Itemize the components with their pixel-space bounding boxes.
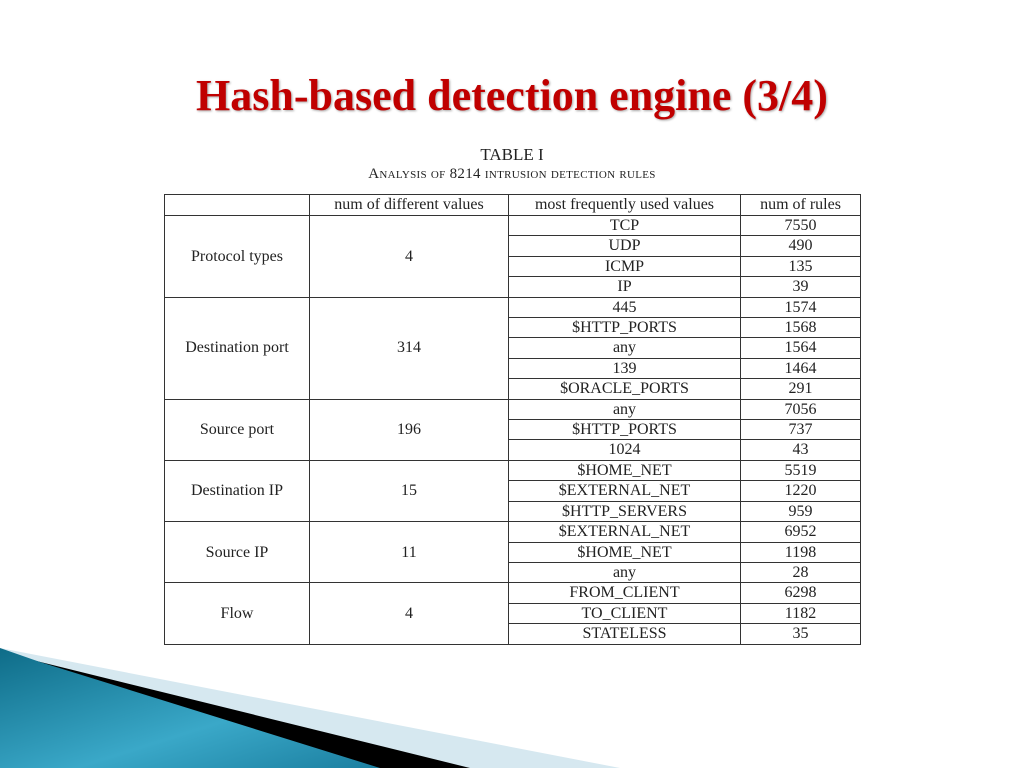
rule-count-cell: 1198: [740, 541, 861, 563]
table-row: Protocol types 4 TCP 7550: [164, 214, 861, 298]
value-cell: any: [508, 337, 741, 359]
rule-count-cell: 1464: [740, 357, 861, 380]
distinct-count-cell: 196: [309, 398, 509, 461]
rule-count-cell: 1568: [740, 317, 861, 339]
value-cell: $EXTERNAL_NET: [508, 480, 741, 502]
field-name-cell: Destination port: [164, 296, 310, 400]
value-cell: any: [508, 561, 741, 584]
value-cell: 445: [508, 296, 741, 319]
distinct-count-cell: 4: [309, 582, 509, 645]
value-cell: FROM_CLIENT: [508, 582, 741, 604]
field-name-cell: Flow: [164, 582, 310, 645]
value-cell: any: [508, 398, 741, 421]
table-row: $HTTP_PORTS 1568: [165, 317, 861, 339]
rules-analysis-table: num of different values most frequently …: [164, 194, 861, 645]
table-caption-title: Analysis of 8214 intrusion detection rul…: [368, 166, 656, 182]
rule-count-cell: 737: [740, 419, 861, 441]
value-cell: 139: [508, 357, 741, 380]
rule-count-cell: 1564: [740, 337, 861, 359]
value-cell: TO_CLIENT: [508, 602, 741, 625]
rule-count-cell: 5519: [740, 459, 861, 482]
value-cell: $EXTERNAL_NET: [508, 521, 741, 543]
value-cell: IP: [508, 276, 741, 298]
table-row: Destination IP 15 $HOME_NET 5519: [164, 459, 861, 523]
value-cell: $ORACLE_PORTS: [508, 378, 741, 400]
value-cell: $HTTP_PORTS: [508, 419, 741, 441]
table-row: $HOME_NET 1198: [165, 541, 861, 563]
value-cell: $HOME_NET: [508, 541, 741, 563]
table-row: ICMP 135: [165, 255, 861, 278]
field-name-cell: Source port: [164, 398, 310, 461]
distinct-count-cell: 15: [309, 459, 509, 523]
table-row: STATELESS 35: [165, 623, 861, 645]
field-name-cell: Protocol types: [164, 215, 310, 298]
field-name-cell: Destination IP: [164, 459, 310, 523]
rule-count-cell: 6952: [740, 521, 861, 543]
rule-count-cell: 959: [740, 500, 861, 523]
distinct-count-cell: 11: [309, 521, 509, 584]
rule-count-cell: 6298: [740, 582, 861, 604]
value-cell: 1024: [508, 439, 741, 461]
deco-blue-band: [0, 648, 380, 768]
table-row: $HTTP_PORTS 737: [165, 419, 861, 441]
header-cell: num of rules: [740, 194, 861, 216]
rule-count-cell: 490: [740, 235, 861, 257]
value-cell: $HTTP_PORTS: [508, 317, 741, 339]
table-row: any 1564: [165, 337, 861, 359]
table-caption-number: TABLE I: [480, 145, 544, 164]
table-header-row: num of different values most frequently …: [164, 194, 861, 216]
rule-count-cell: 1220: [740, 480, 861, 502]
table-row: 1024 43: [165, 439, 861, 461]
value-cell: TCP: [508, 214, 741, 237]
rule-count-cell: 291: [740, 378, 861, 400]
value-cell: UDP: [508, 235, 741, 257]
rule-count-cell: 28: [740, 561, 861, 584]
rule-count-cell: 39: [740, 276, 861, 298]
table-row: $HTTP_SERVERS 959: [165, 500, 861, 523]
table-row: UDP 490: [165, 235, 861, 257]
table-row: Destination port 314 445 1574: [164, 296, 861, 400]
rule-count-cell: 1182: [740, 602, 861, 625]
rule-count-cell: 7056: [740, 398, 861, 421]
rule-count-cell: 7550: [740, 214, 861, 237]
rule-count-cell: 43: [740, 439, 861, 461]
rule-count-cell: 135: [740, 255, 861, 278]
table-row: Flow 4 FROM_CLIENT 6298: [164, 582, 861, 645]
table-row: Source port 196 any 7056: [164, 398, 861, 461]
distinct-count-cell: 314: [309, 296, 509, 400]
table-row: $ORACLE_PORTS 291: [165, 378, 861, 400]
field-name-cell: Source IP: [164, 521, 310, 584]
rule-count-cell: 35: [740, 623, 861, 645]
table-row: $EXTERNAL_NET 1220: [165, 480, 861, 502]
value-cell: ICMP: [508, 255, 741, 278]
header-cell: num of different values: [309, 194, 509, 216]
slide-title: Hash-based detection engine (3/4): [196, 71, 828, 120]
value-cell: $HOME_NET: [508, 459, 741, 482]
rule-count-cell: 1574: [740, 296, 861, 319]
table-row: Source IP 11 $EXTERNAL_NET 6952: [164, 521, 861, 584]
table-row: TO_CLIENT 1182: [165, 602, 861, 625]
table-row: 139 1464: [165, 357, 861, 380]
table-row: IP 39: [165, 276, 861, 298]
value-cell: $HTTP_SERVERS: [508, 500, 741, 523]
table-row: any 28: [165, 561, 861, 584]
